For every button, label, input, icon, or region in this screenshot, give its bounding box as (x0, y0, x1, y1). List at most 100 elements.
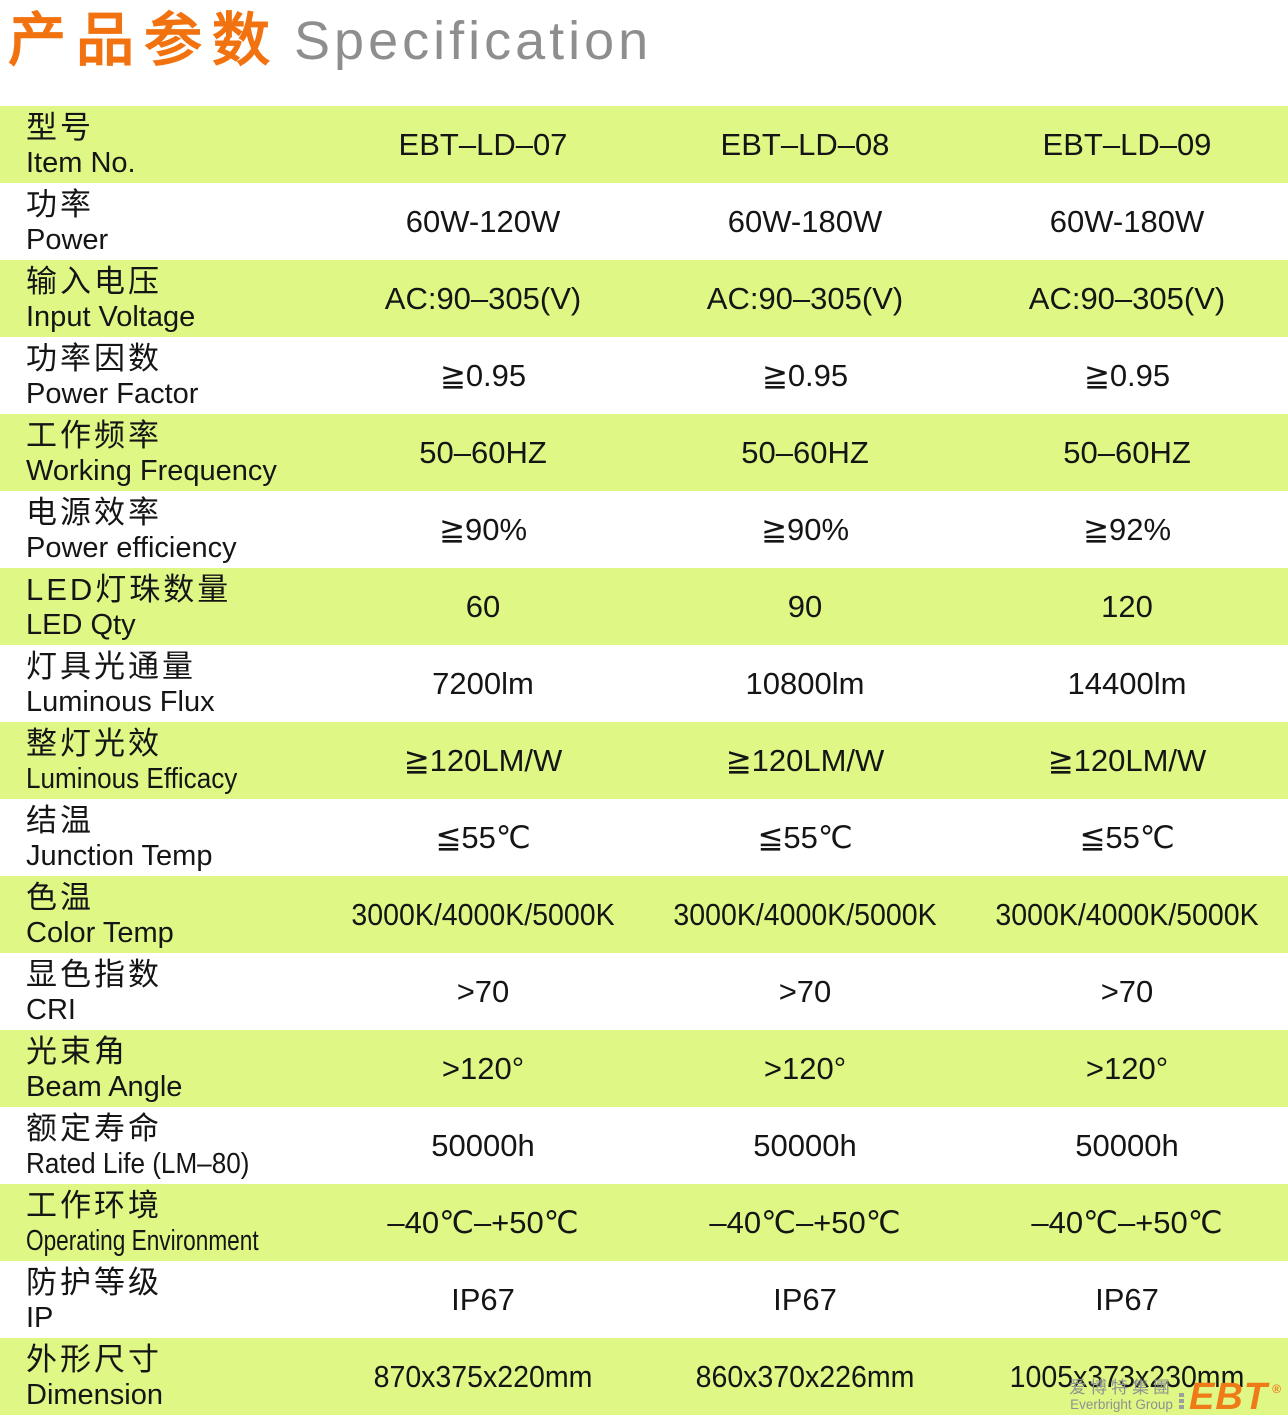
row-label: 结温 Junction Temp (0, 799, 322, 876)
spec-value-col1: >70 (456, 973, 510, 1009)
row-label-en: CRI (26, 994, 76, 1026)
spec-value-col2: >70 (778, 973, 832, 1009)
spec-row: 额定寿命 Rated Life (LM–80) 50000h 50000h 50… (0, 1107, 1288, 1184)
brand-seal-icon (1179, 1393, 1184, 1409)
spec-value-col3: ≦55℃ (1079, 819, 1175, 855)
spec-row: 整灯光效 Luminous Efficacy ≧120LM/W ≧120LM/W… (0, 722, 1288, 799)
spec-value-col2: 50000h (753, 1127, 857, 1163)
spec-value-col1: ≧90% (438, 511, 528, 547)
spec-value-col1: IP67 (451, 1281, 515, 1317)
spec-value-col2: IP67 (773, 1281, 837, 1317)
spec-value-col1: ≦55℃ (435, 819, 531, 855)
spec-value-col1: 60 (465, 588, 501, 624)
spec-value-col3: 3000K/4000K/5000K (995, 896, 1259, 932)
row-label-en: Power (26, 224, 109, 256)
spec-value-col1: 7200lm (432, 665, 534, 701)
row-label-en: IP (26, 1302, 54, 1334)
row-label-en: Beam Angle (26, 1071, 183, 1103)
row-label-en: Power efficiency (26, 532, 237, 564)
row-label: 灯具光通量 Luminous Flux (0, 645, 322, 722)
row-label-en: Rated Life (LM–80) (26, 1148, 250, 1180)
row-label: 显色指数 CRI (0, 953, 322, 1030)
row-label-zh: 功率 (26, 187, 94, 222)
row-label: 额定寿命 Rated Life (LM–80) (0, 1107, 322, 1184)
brand-name-zh: 爱博特集團 (1069, 1378, 1174, 1397)
row-label-zh: 防护等级 (26, 1265, 162, 1300)
spec-value-col1: 870x375x220mm (373, 1358, 593, 1394)
brand-name-en: Everbright Group (1070, 1397, 1173, 1412)
spec-value-col2: ≧120LM/W (725, 742, 885, 778)
row-label-zh: 外形尺寸 (26, 1342, 162, 1377)
spec-value-col1: 60W-120W (405, 203, 561, 239)
row-label-zh: 型号 (26, 110, 94, 145)
page-header: 产品参数 Specification (0, 0, 1288, 106)
spec-value-col3: AC:90–305(V) (1028, 280, 1226, 316)
spec-row: LED灯珠数量 LED Qty 60 90 120 (0, 568, 1288, 645)
row-label: 电源效率 Power efficiency (0, 491, 322, 568)
spec-value-col3: EBT–LD–09 (1042, 126, 1212, 162)
row-label-zh: 色温 (26, 880, 94, 915)
spec-value-col3: –40℃–+50℃ (1031, 1204, 1223, 1240)
spec-row: 输入电压 Input Voltage AC:90–305(V) AC:90–30… (0, 260, 1288, 337)
spec-value-col3: 14400lm (1067, 665, 1187, 701)
row-label-en: Dimension (26, 1379, 163, 1411)
page-title-en: Specification (294, 11, 653, 71)
row-label: 型号 Item No. (0, 106, 322, 183)
spec-value-col2: 90 (787, 588, 823, 624)
row-label-en: Working Frequency (26, 455, 277, 487)
row-label: 工作频率 Working Frequency (0, 414, 322, 491)
spec-value-col3: ≧120LM/W (1047, 742, 1207, 778)
row-label-en: Luminous Flux (26, 686, 215, 718)
spec-value-col2: ≧0.95 (761, 357, 849, 393)
brand-logo: 爱博特集團 Everbright Group EBT ® (1069, 1378, 1282, 1416)
row-label-zh: 整灯光效 (26, 726, 162, 761)
row-label-en: Junction Temp (26, 840, 213, 872)
row-label-en: Input Voltage (26, 301, 196, 333)
row-label-en: Power Factor (26, 378, 199, 410)
spec-row: 功率因数 Power Factor ≧0.95 ≧0.95 ≧0.95 (0, 337, 1288, 414)
registered-icon: ® (1272, 1382, 1282, 1396)
row-label-en: Operating Environment (26, 1225, 259, 1257)
brand-text: 爱博特集團 Everbright Group (1069, 1378, 1174, 1412)
row-label: 整灯光效 Luminous Efficacy (0, 722, 322, 799)
spec-value-col1: ≧0.95 (439, 357, 527, 393)
spec-value-col3: >70 (1100, 973, 1154, 1009)
row-label-zh: 显色指数 (26, 957, 162, 992)
spec-value-col3: 50000h (1075, 1127, 1179, 1163)
spec-value-col1: ≧120LM/W (403, 742, 563, 778)
spec-value-col3: 1005x373x230mm (1009, 1358, 1245, 1394)
row-label-en: Color Temp (26, 917, 174, 949)
row-label-zh: 额定寿命 (26, 1111, 162, 1146)
spec-value-col3: 120 (1101, 588, 1153, 624)
spec-row: 灯具光通量 Luminous Flux 7200lm 10800lm 14400… (0, 645, 1288, 722)
row-label: 光束角 Beam Angle (0, 1030, 322, 1107)
spec-row: 结温 Junction Temp ≦55℃ ≦55℃ ≦55℃ (0, 799, 1288, 876)
spec-value-col2: AC:90–305(V) (706, 280, 904, 316)
spec-table: 型号 Item No. EBT–LD–07 EBT–LD–08 EBT–LD–0… (0, 106, 1288, 1415)
spec-value-col2: ≧90% (760, 511, 850, 547)
row-label-en: LED Qty (26, 609, 136, 641)
row-label-zh: 结温 (26, 803, 94, 838)
row-label-zh: 工作频率 (26, 418, 162, 453)
row-label: 色温 Color Temp (0, 876, 322, 953)
row-label-en: Luminous Efficacy (26, 763, 238, 795)
spec-value-col1: 50–60HZ (419, 434, 547, 470)
row-label: 功率因数 Power Factor (0, 337, 322, 414)
row-label-zh: 灯具光通量 (26, 649, 196, 684)
spec-value-col3: ≧0.95 (1083, 357, 1171, 393)
spec-value-col2: –40℃–+50℃ (709, 1204, 901, 1240)
spec-value-col1: –40℃–+50℃ (387, 1204, 579, 1240)
spec-value-col1: AC:90–305(V) (384, 280, 582, 316)
row-label-zh: 输入电压 (26, 264, 162, 299)
spec-row: 电源效率 Power efficiency ≧90% ≧90% ≧92% (0, 491, 1288, 568)
spec-value-col3: 60W-180W (1049, 203, 1205, 239)
spec-value-col1: EBT–LD–07 (398, 126, 568, 162)
row-label-zh: 功率因数 (26, 341, 162, 376)
row-label: 外形尺寸 Dimension (0, 1338, 322, 1415)
spec-value-col3: >120° (1085, 1050, 1169, 1086)
spec-value-col3: IP67 (1095, 1281, 1159, 1317)
spec-value-col2: EBT–LD–08 (720, 126, 890, 162)
spec-value-col2: >120° (763, 1050, 847, 1086)
spec-value-col2: 50–60HZ (741, 434, 869, 470)
row-label: 输入电压 Input Voltage (0, 260, 322, 337)
